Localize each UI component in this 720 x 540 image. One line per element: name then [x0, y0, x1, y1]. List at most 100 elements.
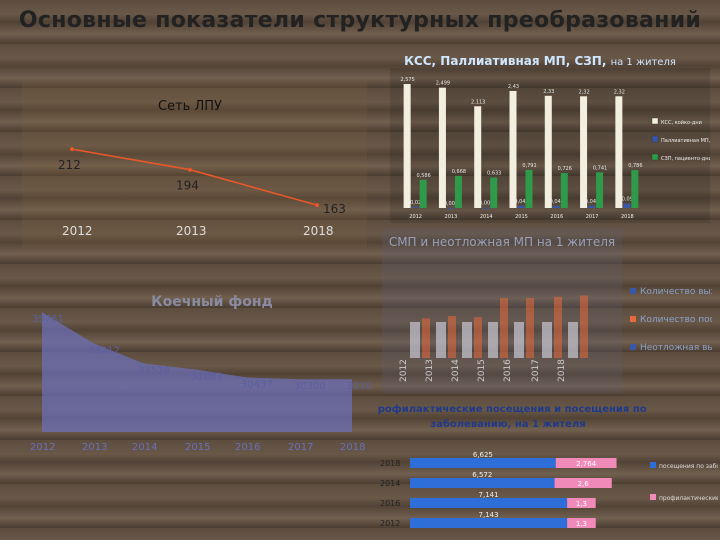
beds-x-tick: 2018 [340, 442, 365, 453]
kss-legend-swatch [651, 153, 659, 161]
kss-bar [596, 172, 604, 208]
beds-x-tick: 2017 [288, 442, 313, 453]
kss-bar [482, 207, 490, 209]
kss-legend-label: Паллиативная МП, койко-дни [661, 137, 710, 144]
lpu-x-tick: 2018 [303, 224, 334, 238]
smp-x-tick: 2012 [399, 359, 409, 382]
beds-data-label: 30300 [346, 381, 372, 392]
prof-data-label: 1,3 [576, 500, 587, 508]
smp-bar-calls [488, 322, 498, 358]
kss-data-label: 0,044 [585, 199, 599, 205]
kss-data-label: 0,786 [628, 163, 642, 169]
lpu-point [188, 167, 192, 172]
smp-legend-swatch [630, 288, 636, 294]
kss-bar [544, 95, 552, 208]
prof-bar-disease [410, 518, 568, 528]
kss-data-label: 0,586 [416, 173, 430, 179]
smp-bar-calls [542, 322, 552, 358]
prof-chart: Профилактические посещения и посещения п… [378, 403, 718, 528]
prof-bar-prevention [554, 478, 612, 488]
kss-data-label: 0,791 [522, 163, 536, 169]
kss-bar [615, 96, 623, 208]
prof-bar-disease [410, 458, 556, 468]
beds-data-label: 31081 [191, 372, 223, 383]
smp-bar-visits [474, 317, 482, 358]
kss-data-label: 2,499 [436, 81, 450, 87]
kss-bar [580, 96, 588, 208]
smp-chart: СМП и неотложная МП на 1 жителя 2012 2013 2… [382, 228, 712, 393]
smp-x-tick: 2015 [477, 359, 487, 382]
smp-bar-calls [462, 322, 472, 358]
kss-x-tick: 2014 [480, 214, 493, 220]
prof-y-tick: 2016 [380, 499, 400, 508]
kss-bar [517, 205, 525, 208]
lpu-x-tick: 2012 [62, 224, 93, 238]
kss-data-label: 2,113 [471, 99, 485, 105]
kss-data-label: 0,633 [487, 171, 501, 177]
smp-bar-visits [500, 298, 508, 358]
kss-bar [454, 175, 462, 208]
kss-x-tick: 2012 [409, 214, 422, 220]
kss-data-label: 2,43 [508, 84, 519, 90]
kss-x-tick: 2017 [586, 214, 599, 220]
page-title: Основные показатели структурных преобраз… [18, 8, 702, 33]
smp-bar-visits [422, 318, 430, 358]
smp-legend-swatch [630, 344, 636, 350]
beds-data-label: 30437 [241, 380, 273, 391]
prof-chart-title: Профилактические посещения и посещения п… [378, 403, 647, 415]
kss-bar [631, 170, 639, 208]
smp-bar-visits [526, 298, 534, 358]
kss-bar [438, 87, 446, 208]
kss-title-main: КСС, Паллиативная МП, СЗП, [404, 54, 607, 68]
kss-data-label: 0,02 [410, 200, 421, 206]
smp-bar-calls [568, 322, 578, 358]
prof-chart-title: заболеванию, на 1 жителя [430, 418, 585, 430]
lpu-chart: Сеть ЛПУ 212 2012 194 2013 163 2018 [22, 80, 367, 250]
kss-bar [411, 207, 419, 209]
kss-data-label: 0,044 [514, 199, 528, 205]
kss-data-label: 0,726 [558, 166, 572, 172]
kss-bar [552, 205, 560, 208]
lpu-data-label: 212 [58, 158, 81, 172]
beds-x-tick: 2015 [185, 442, 210, 453]
smp-legend-label: Количество вызовов [640, 287, 712, 297]
beds-x-tick: 2016 [235, 442, 260, 453]
lpu-data-label: 163 [323, 202, 346, 216]
kss-x-tick: 2015 [515, 214, 528, 220]
prof-bar-prevention [567, 518, 596, 528]
prof-bar-disease [410, 478, 555, 488]
prof-data-label: 2,764 [576, 460, 597, 468]
smp-legend-label: Неотложная вызовов [640, 343, 712, 353]
beds-data-label: 30300 [294, 381, 326, 392]
prof-data-label: 7,141 [479, 491, 499, 499]
smp-bar-calls [410, 322, 420, 358]
kss-data-label: 2,575 [400, 77, 414, 83]
kss-bar [446, 207, 454, 209]
prof-y-tick: 2012 [380, 519, 400, 528]
kss-bar [588, 205, 596, 208]
kss-data-label: 0,668 [452, 169, 466, 175]
smp-x-tick: 2013 [425, 359, 435, 382]
beds-data-label: 33212 [88, 345, 120, 356]
kss-legend-label: СЗП, пациенто-дни [661, 156, 710, 162]
kss-bar [525, 169, 533, 208]
kss-bar [419, 179, 427, 208]
smp-legend-label: Количество посещений [640, 315, 712, 325]
lpu-point [70, 147, 74, 152]
beds-x-tick: 2012 [30, 442, 55, 453]
lpu-chart-title: Сеть ЛПУ [158, 99, 222, 114]
prof-legend-label: профилактические посещения [659, 495, 718, 502]
kss-bar [490, 177, 498, 208]
beds-chart: Коечный фонд 35761 2012 33212 2013 31578 2014 3… [30, 294, 372, 453]
kss-title-sub: на 1 жителя [610, 57, 676, 68]
smp-bar-visits [554, 296, 562, 358]
kss-legend-swatch [651, 117, 659, 125]
kss-bar [560, 173, 568, 208]
beds-x-tick: 2014 [132, 442, 157, 453]
smp-chart-title: СМП и неотложная МП на 1 жителя [389, 235, 615, 249]
kss-x-tick: 2016 [550, 214, 563, 220]
beds-data-label: 35761 [32, 314, 64, 325]
prof-bar-prevention [567, 498, 596, 508]
kss-bar [403, 84, 411, 208]
beds-x-tick: 2013 [82, 442, 107, 453]
